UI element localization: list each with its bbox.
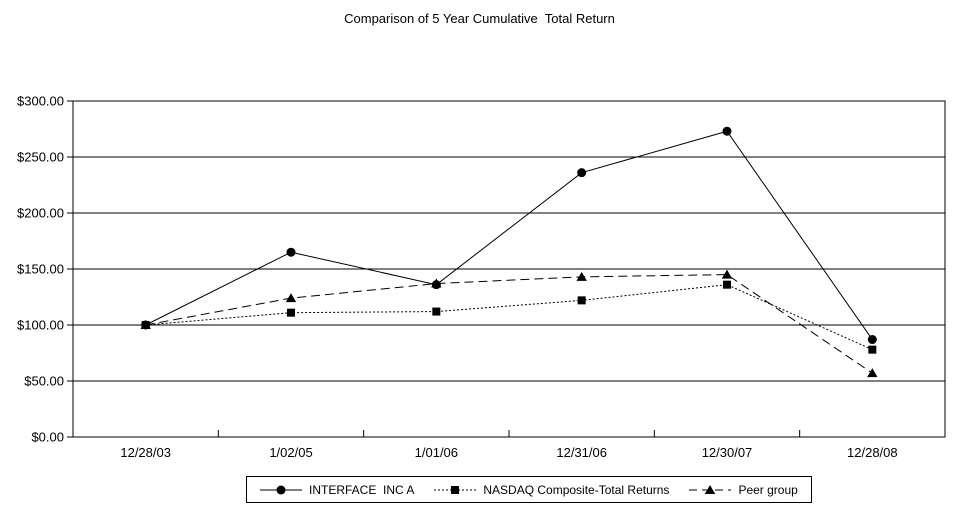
series-line-1 bbox=[145, 284, 873, 351]
y-axis-tick-label: $250.00 bbox=[17, 150, 64, 165]
data-point-marker bbox=[721, 269, 733, 279]
data-point-marker bbox=[867, 368, 878, 378]
legend-item-interface: INTERFACE INC A bbox=[260, 483, 414, 497]
data-point-marker bbox=[140, 320, 151, 329]
dotted-line-square-marker-icon bbox=[434, 485, 477, 494]
y-axis-tick-label: $0.00 bbox=[31, 430, 64, 445]
y-axis-tick-label: $100.00 bbox=[17, 318, 64, 333]
data-point-marker bbox=[576, 271, 587, 281]
legend-label-interface: INTERFACE INC A bbox=[309, 482, 415, 497]
y-axis-tick-label: $50.00 bbox=[24, 374, 64, 389]
data-point-marker bbox=[723, 280, 731, 289]
data-point-marker bbox=[867, 335, 877, 345]
y-axis-tick-label: $300.00 bbox=[17, 94, 64, 109]
x-axis-tick-label: 1/01/06 bbox=[415, 445, 458, 460]
x-axis-tick-label: 12/28/03 bbox=[120, 445, 171, 460]
x-axis-tick-label: 1/02/05 bbox=[269, 445, 312, 460]
data-point-marker bbox=[285, 293, 297, 303]
y-axis-tick-label: $150.00 bbox=[17, 262, 64, 277]
chart-title: Comparison of 5 Year Cumulative Total Re… bbox=[344, 11, 615, 26]
data-point-marker bbox=[577, 296, 586, 305]
data-point-marker bbox=[868, 345, 877, 354]
legend-item-peer-group: Peer group bbox=[689, 482, 798, 497]
legend-item-nasdaq: NASDAQ Composite-Total Returns bbox=[434, 483, 669, 497]
x-axis-tick-label: 12/28/08 bbox=[847, 445, 898, 460]
data-point-marker bbox=[287, 308, 295, 317]
dashed-line-triangle-marker-icon bbox=[689, 484, 732, 494]
solid-line-circle-marker-icon bbox=[260, 485, 302, 494]
legend-label-nasdaq: NASDAQ Composite-Total Returns bbox=[483, 482, 670, 497]
x-axis-tick-label: 12/30/07 bbox=[702, 445, 753, 460]
series-line-0 bbox=[145, 130, 873, 340]
data-point-marker bbox=[432, 307, 441, 316]
legend-label-peer-group: Peer group bbox=[738, 482, 798, 497]
data-point-marker bbox=[431, 278, 442, 288]
data-point-marker bbox=[286, 247, 296, 257]
data-point-marker bbox=[722, 126, 732, 136]
chart-legend: INTERFACE INC A NASDAQ Composite-Total R… bbox=[246, 476, 812, 503]
x-axis-tick-label: 12/31/06 bbox=[556, 445, 607, 460]
y-axis-tick-label: $200.00 bbox=[17, 206, 64, 221]
series-line-2 bbox=[145, 274, 873, 374]
data-point-marker bbox=[577, 168, 587, 178]
